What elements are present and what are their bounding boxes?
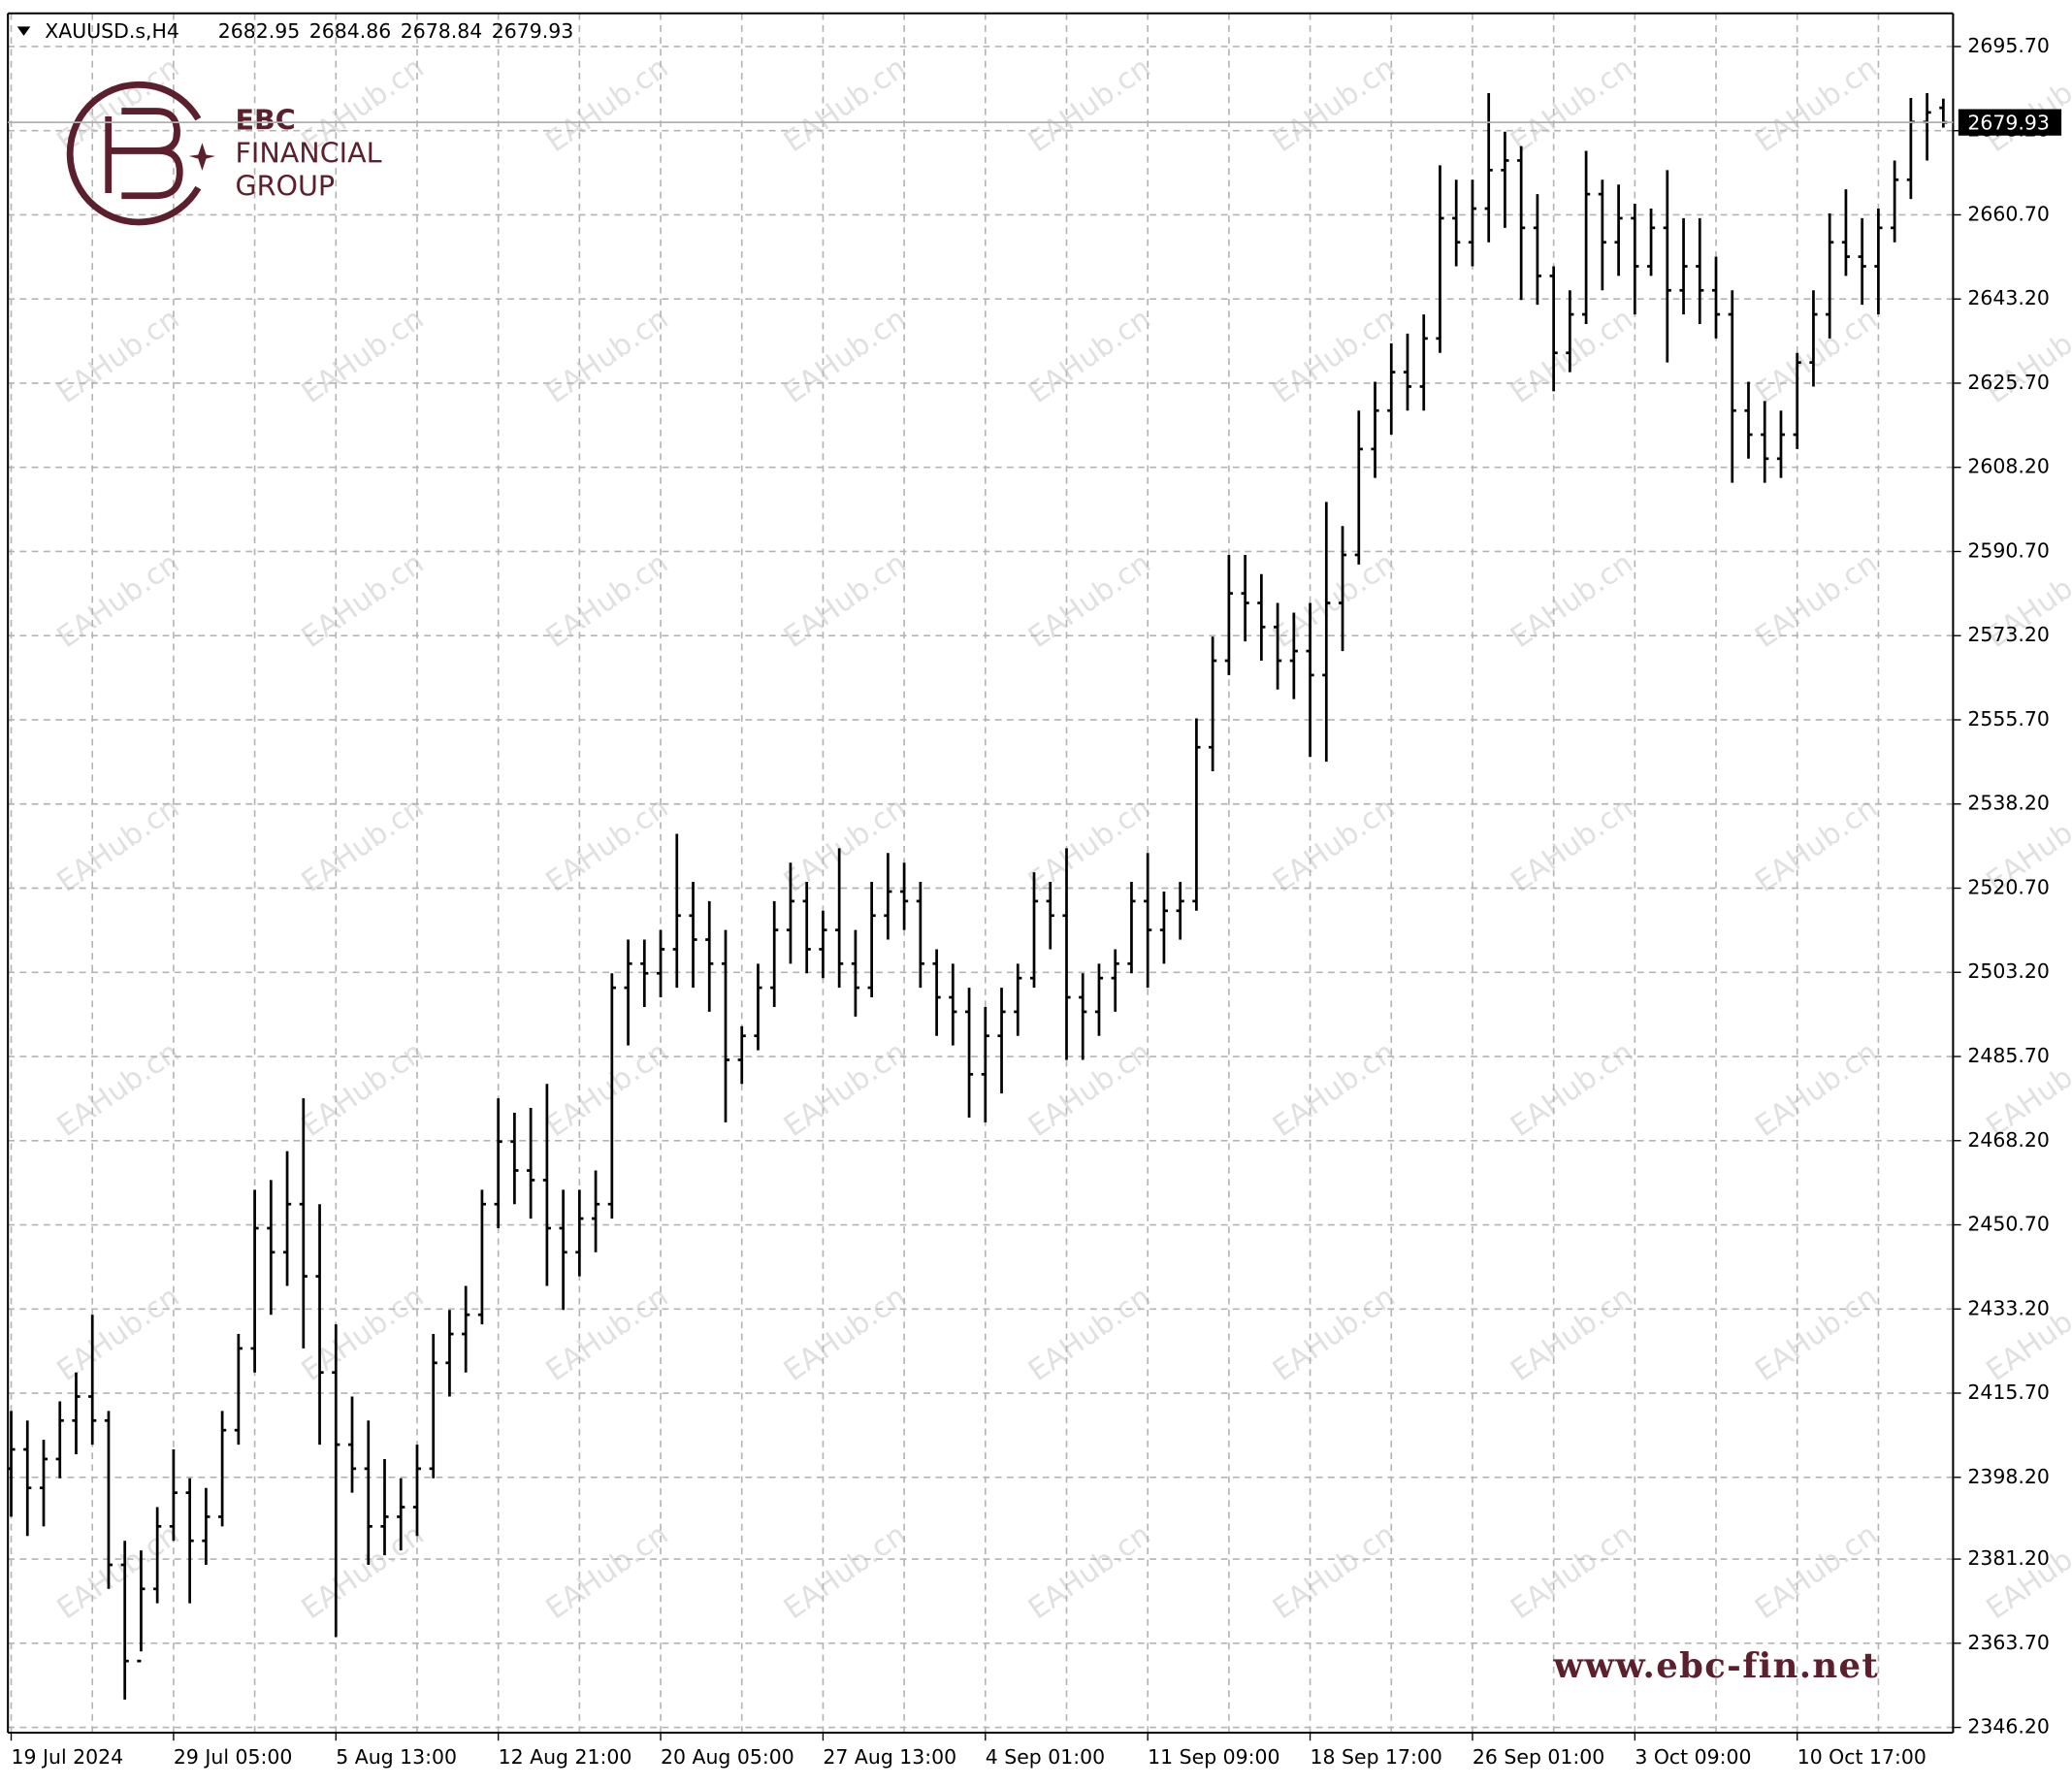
x-tick-label: 19 Jul 2024 [12,1745,124,1769]
y-tick-label: 2398.20 [1967,1465,2049,1488]
y-tick-label: 2520.70 [1967,876,2049,899]
high: 2684.86 [309,19,391,43]
y-tick-label: 2415.70 [1967,1381,2049,1404]
x-tick-label: 27 Aug 13:00 [823,1745,956,1769]
y-tick-label: 2555.70 [1967,707,2049,731]
logo-text: EBC [235,103,295,136]
x-tick-label: 5 Aug 13:00 [336,1745,457,1769]
y-tick-label: 2538.20 [1967,792,2049,815]
menu-arrow[interactable] [16,26,31,36]
y-tick-label: 2573.20 [1967,623,2049,646]
x-tick-label: 12 Aug 21:00 [499,1745,632,1769]
x-tick-label: 26 Sep 01:00 [1473,1745,1604,1769]
bars [7,93,1948,1700]
y-tick-label: 2608.20 [1967,455,2049,478]
x-tick-label: 4 Sep 01:00 [986,1745,1105,1769]
logo-star [188,143,216,171]
x-tick-label: 11 Sep 09:00 [1148,1745,1279,1769]
y-tick-label: 2503.20 [1967,959,2049,983]
y-tick-label: 2643.20 [1967,286,2049,309]
y-tick-label: 2590.70 [1967,538,2049,562]
price-tag [1958,109,2062,136]
y-tick-label: 2660.70 [1967,202,2049,225]
x-tick-label: 29 Jul 05:00 [174,1745,292,1769]
y-tick-label: 2625.70 [1967,371,2049,394]
y-tick-label: 2450.70 [1967,1213,2049,1236]
y-tick-label: 2468.20 [1967,1128,2049,1152]
x-tick-label: 3 Oct 09:00 [1635,1745,1751,1769]
x-tick-label: 20 Aug 05:00 [661,1745,794,1769]
open: 2682.95 [218,19,300,43]
axes: 2346.20 2363.70 2381.20 2398.20 2415.70 2433.… [8,34,2062,1769]
logo-mark [105,108,183,200]
y-tick-label: 2695.70 [1967,34,2049,57]
logo-text: FINANCIAL [235,137,381,170]
y-tick-label: 2485.70 [1967,1044,2049,1067]
y-tick-label: 2433.20 [1967,1296,2049,1319]
symbol: XAUUSD.s,H4 [45,19,179,43]
website: www.ebc-fin.net [1553,1646,1880,1686]
x-tick-label: 18 Sep 17:00 [1311,1745,1442,1769]
logo-text: GROUP [235,170,335,203]
logo: EBC FINANCIAL GROUP [66,81,382,226]
logo-ring [66,81,202,226]
low: 2678.84 [401,19,482,43]
x-tick-label: 10 Oct 17:00 [1797,1745,1926,1769]
close: 2679.93 [492,19,573,43]
y-tick-label: 2363.70 [1967,1631,2049,1654]
y-tick-label: 2381.20 [1967,1546,2049,1570]
y-tick-label: 2346.20 [1967,1715,2049,1738]
header: XAUUSD.s,H4 2682.95 2684.86 2678.84 2679… [16,19,573,43]
price-tag-label: 2679.93 [1967,111,2049,134]
